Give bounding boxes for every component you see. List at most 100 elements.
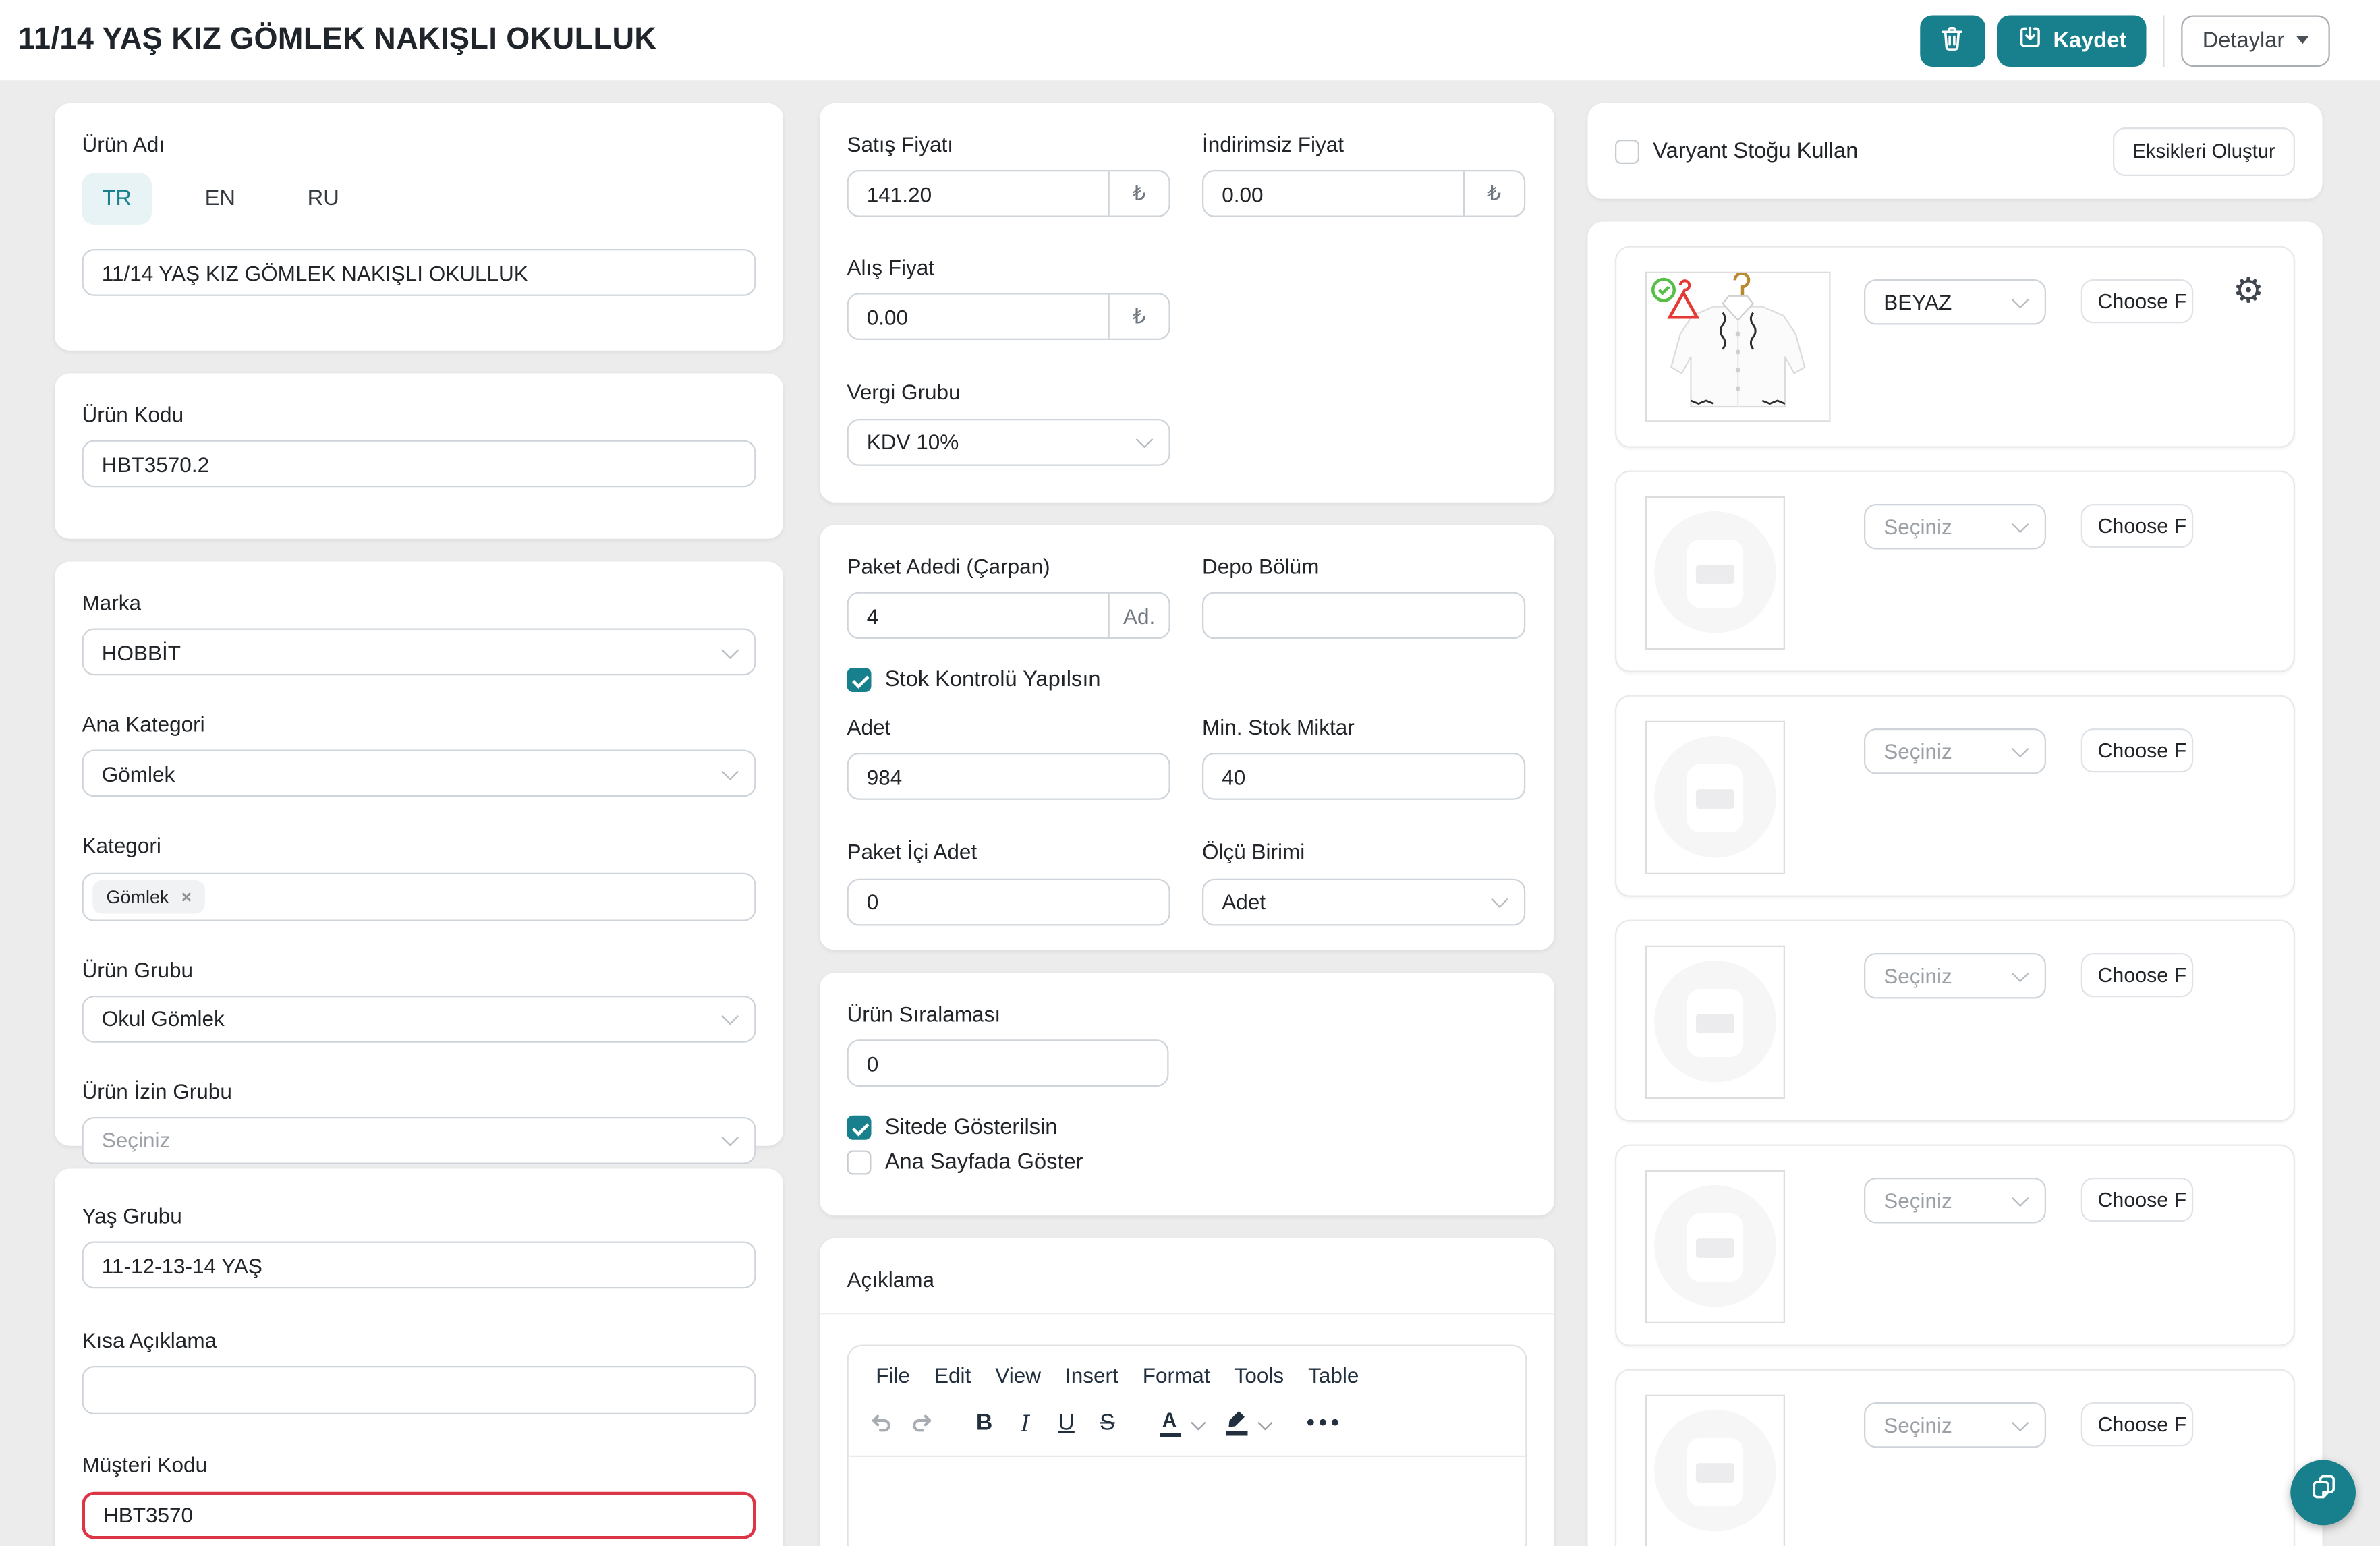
variant-color-placeholder: Seçiniz: [1883, 514, 1952, 539]
package-count-label: Paket Adedi (Çarpan): [847, 554, 1050, 579]
language-tabs: TR EN RU: [82, 173, 756, 225]
menu-file[interactable]: File: [876, 1363, 911, 1387]
description-card: Açıklama File Edit View Insert Format To…: [820, 1238, 1554, 1546]
permission-group-label: Ürün İzin Grubu: [82, 1079, 232, 1104]
variant-row: Seçiniz Choose F: [1615, 1369, 2295, 1546]
package-count-input[interactable]: 4: [866, 603, 879, 628]
show-on-home-row: Ana Sayfada Göster: [847, 1150, 1527, 1175]
permission-group-select[interactable]: Seçiniz: [82, 1116, 756, 1164]
price-card: Satış Fiyatı 141.20 ₺ İndirimsiz Fiyat 0…: [820, 103, 1554, 503]
choose-file-button[interactable]: Choose F: [2080, 1178, 2194, 1222]
variant-color-select[interactable]: Seçiniz: [1864, 1402, 2046, 1448]
category-multiselect[interactable]: Gömlek ×: [82, 871, 756, 921]
variant-color-select[interactable]: Seçiniz: [1864, 504, 2046, 550]
menu-view[interactable]: View: [995, 1363, 1042, 1387]
product-group-select[interactable]: Okul Gömlek: [82, 995, 756, 1043]
chevron-down-icon[interactable]: [1191, 1415, 1206, 1431]
product-name-input[interactable]: 11/14 YAŞ KIZ GÖMLEK NAKIŞLI OKULLUK: [82, 249, 756, 297]
show-on-home-label: Ana Sayfada Göster: [884, 1150, 1083, 1175]
variant-color-select[interactable]: Seçiniz: [1864, 728, 2046, 774]
warehouse-section-input[interactable]: [1202, 592, 1526, 639]
brand-label: Marka: [82, 590, 142, 615]
close-icon[interactable]: ×: [181, 886, 192, 907]
undiscounted-price-input-group: 0.00 ₺: [1202, 170, 1526, 218]
purchase-price-input[interactable]: 0.00: [866, 304, 909, 329]
product-order-input[interactable]: 0: [847, 1039, 1169, 1087]
undo-icon[interactable]: [861, 1402, 902, 1443]
choose-file-button[interactable]: Choose F: [2080, 728, 2194, 773]
chevron-down-icon: [2012, 1414, 2029, 1432]
show-on-site-checkbox[interactable]: [847, 1116, 872, 1141]
variant-stock-checkbox[interactable]: [1615, 138, 1639, 163]
quantity-input[interactable]: 984: [847, 753, 1170, 801]
choose-file-button[interactable]: Choose F: [2080, 279, 2194, 324]
tax-group-select[interactable]: KDV 10%: [847, 418, 1170, 465]
header-divider: [2163, 14, 2165, 66]
chevron-down-icon: [1135, 430, 1154, 449]
stock-control-checkbox[interactable]: [847, 668, 872, 693]
menu-table[interactable]: Table: [1308, 1363, 1359, 1387]
underline-icon[interactable]: U: [1058, 1410, 1075, 1436]
sale-price-input[interactable]: 141.20: [866, 181, 932, 206]
page-title: 11/14 YAŞ KIZ GÖMLEK NAKIŞLI OKULLUK: [18, 22, 657, 57]
menu-insert[interactable]: Insert: [1065, 1363, 1118, 1387]
package-inner-count-input[interactable]: 0: [847, 878, 1170, 925]
notes-fab-button[interactable]: [2290, 1460, 2356, 1526]
variant-row: BEYAZ Choose F ⚙: [1615, 246, 2295, 448]
menu-edit[interactable]: Edit: [934, 1363, 971, 1387]
choose-file-button[interactable]: Choose F: [2080, 1402, 2194, 1447]
variant-color-select[interactable]: BEYAZ: [1864, 279, 2046, 325]
brand-select[interactable]: HOBBİT: [82, 628, 756, 676]
chevron-down-icon: [2012, 965, 2029, 983]
package-inner-count-label: Paket İçi Adet: [847, 840, 978, 865]
editor-content[interactable]: [848, 1456, 1526, 1546]
customer-code-input[interactable]: HBT3570: [82, 1491, 756, 1539]
tab-ru[interactable]: RU: [307, 187, 339, 212]
variant-color-select[interactable]: Seçiniz: [1864, 953, 2046, 999]
min-stock-input[interactable]: 40: [1202, 753, 1526, 801]
italic-icon[interactable]: I: [1021, 1409, 1030, 1437]
chevron-down-icon: [2012, 1189, 2029, 1207]
main-category-select-value: Gömlek: [101, 762, 175, 786]
variant-color-value: BEYAZ: [1883, 289, 1952, 314]
age-group-input[interactable]: 11-12-13-14 YAŞ: [82, 1241, 756, 1289]
delete-button[interactable]: [1919, 14, 1985, 66]
sale-price-input-group: 141.20 ₺: [847, 170, 1170, 218]
chevron-down-icon[interactable]: [1257, 1415, 1273, 1431]
caret-down-icon: [2296, 36, 2309, 45]
measure-unit-select[interactable]: Adet: [1202, 878, 1526, 925]
variant-color-select[interactable]: Seçiniz: [1864, 1178, 2046, 1224]
details-dropdown-button[interactable]: Detaylar: [2181, 14, 2330, 66]
strikethrough-icon[interactable]: S: [1100, 1410, 1115, 1436]
text-color-icon[interactable]: A: [1149, 1402, 1190, 1443]
short-description-input[interactable]: [82, 1366, 756, 1415]
show-on-site-row: Sitede Gösterilsin: [847, 1116, 1527, 1141]
create-missing-button[interactable]: Eksikleri Oluştur: [2113, 126, 2295, 175]
choose-file-button[interactable]: Choose F: [2080, 504, 2194, 548]
bold-icon[interactable]: B: [975, 1410, 993, 1436]
image-placeholder-icon: [1645, 1170, 1785, 1323]
measure-unit-label: Ölçü Birimi: [1202, 840, 1305, 865]
redo-icon[interactable]: [902, 1402, 943, 1443]
category-label: Kategori: [82, 834, 161, 859]
product-group-select-value: Okul Gömlek: [101, 1006, 225, 1031]
product-image[interactable]: [1645, 271, 1831, 422]
menu-tools[interactable]: Tools: [1234, 1363, 1284, 1387]
details-button-label: Detaylar: [2202, 28, 2285, 53]
tab-tr[interactable]: TR: [82, 173, 152, 225]
image-placeholder-icon: [1645, 945, 1785, 1099]
choose-file-button[interactable]: Choose F: [2080, 953, 2194, 998]
more-icon[interactable]: ●●●: [1305, 1414, 1343, 1432]
highlight-icon[interactable]: [1216, 1402, 1257, 1443]
save-button[interactable]: Kaydet: [1997, 14, 2147, 66]
gear-icon[interactable]: ⚙: [2232, 271, 2265, 312]
product-code-input[interactable]: HBT3570.2: [82, 440, 756, 488]
menu-format[interactable]: Format: [1142, 1363, 1210, 1387]
category-card: Marka HOBBİT Ana Kategori Gömlek Kategor…: [55, 561, 783, 1164]
main-category-select[interactable]: Gömlek: [82, 750, 756, 798]
image-placeholder-icon: [1645, 496, 1785, 650]
permission-group-placeholder: Seçiniz: [101, 1128, 171, 1153]
show-on-home-checkbox[interactable]: [847, 1150, 872, 1175]
tab-en[interactable]: EN: [204, 187, 235, 212]
undiscounted-price-input[interactable]: 0.00: [1222, 181, 1264, 206]
